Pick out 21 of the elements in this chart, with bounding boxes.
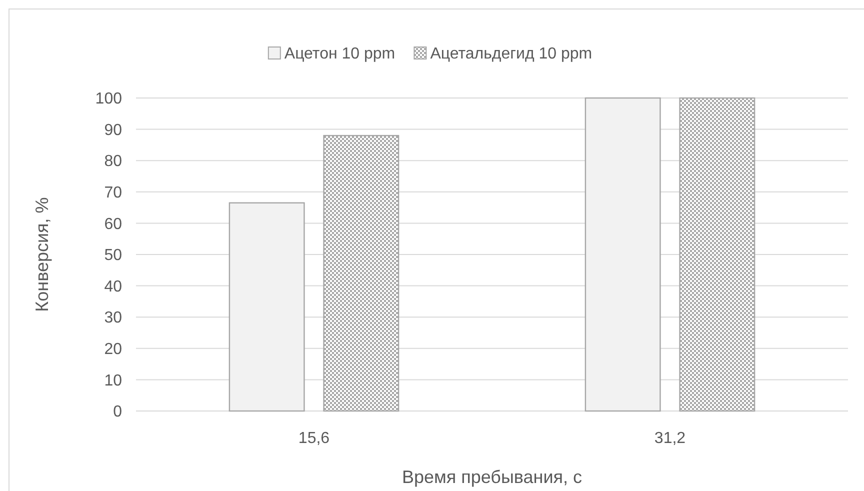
y-axis-title: Конверсия, % (32, 197, 52, 312)
y-tick-label: 40 (104, 278, 122, 296)
bar (323, 134, 400, 412)
y-tick-label: 90 (104, 122, 122, 139)
y-tick-label: 80 (104, 153, 122, 170)
y-tick-label: 20 (104, 341, 122, 358)
y-tick-label: 0 (113, 404, 122, 421)
y-tick-label: 50 (104, 247, 122, 264)
y-tick-label: 100 (95, 90, 122, 108)
y-tick-label: 10 (104, 372, 122, 390)
bar (584, 97, 661, 412)
y-tick-label: 30 (104, 310, 122, 327)
y-tick-label: 70 (104, 184, 122, 202)
bar (679, 97, 756, 412)
x-tick-label: 15,6 (298, 430, 330, 447)
legend-label: Ацетальдегид 10 ppm (430, 46, 592, 63)
bar (228, 202, 305, 412)
y-tick-label: 60 (104, 216, 122, 233)
x-axis-title: Время пребывания, с (402, 467, 582, 487)
x-tick-label: 31,2 (654, 430, 686, 447)
legend-label: Ацетон 10 ppm (284, 46, 396, 63)
